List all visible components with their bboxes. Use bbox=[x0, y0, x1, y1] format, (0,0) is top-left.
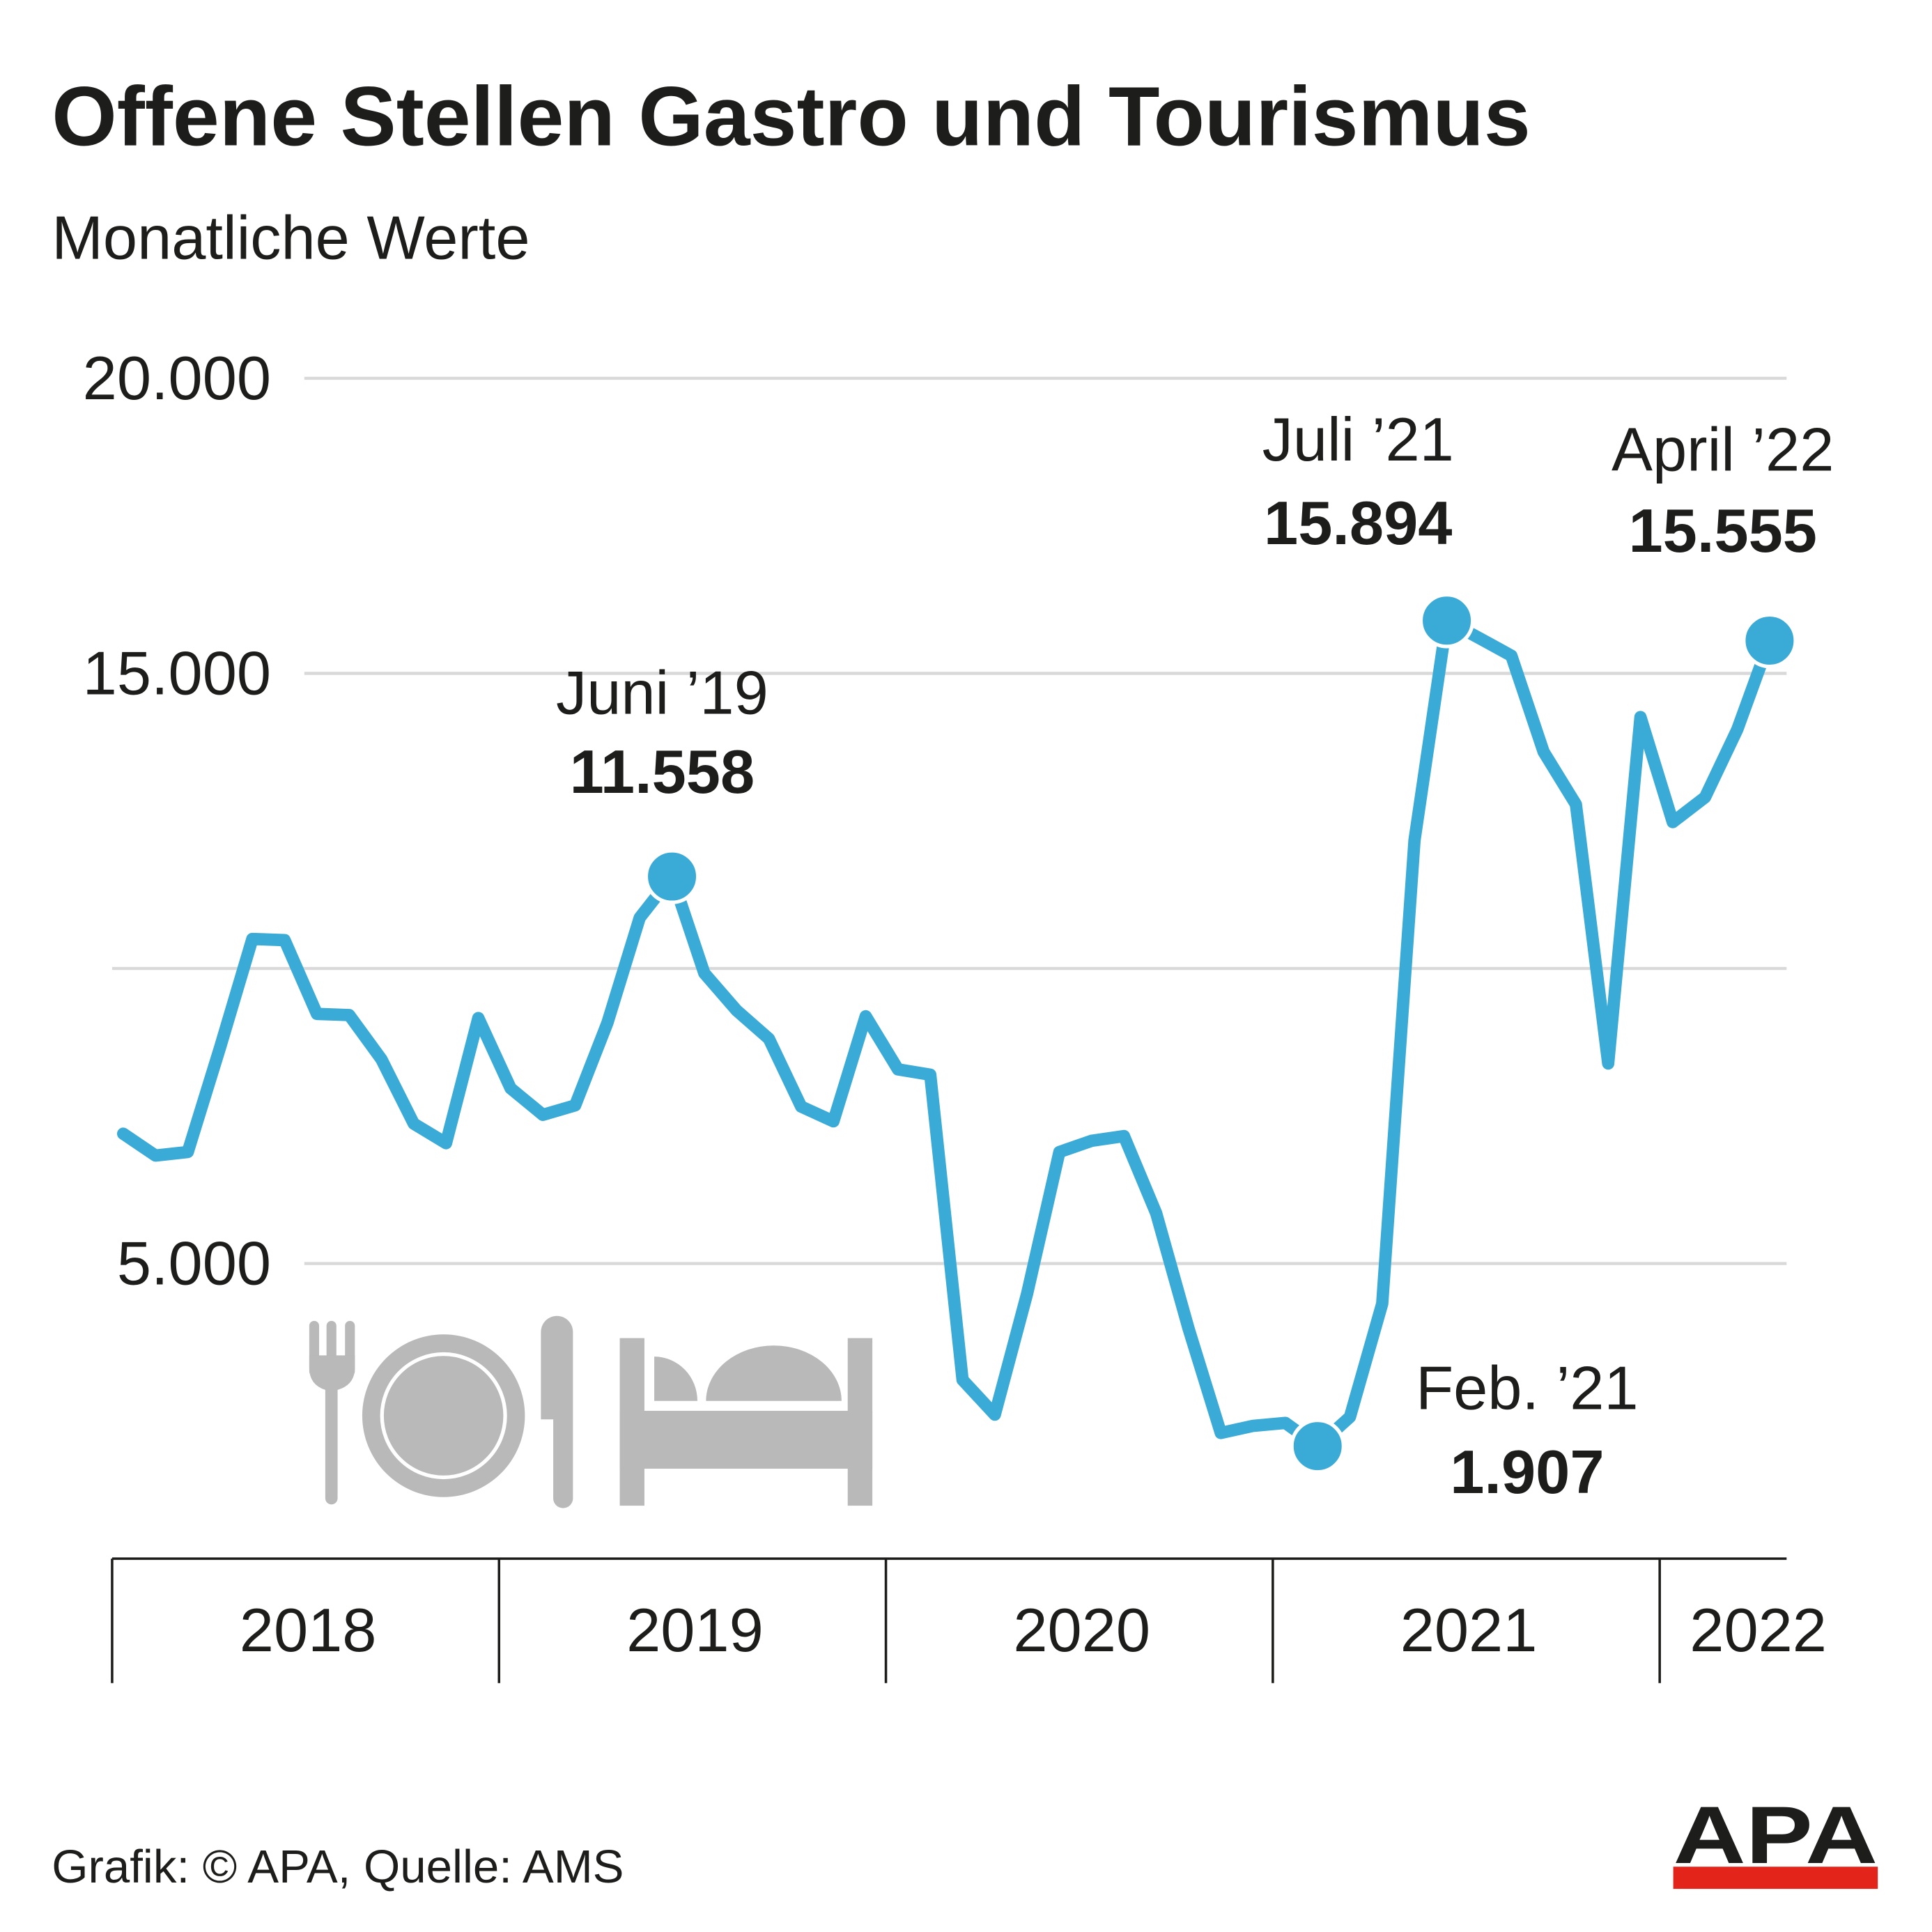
apa-logo: APA bbox=[1673, 1789, 1878, 1890]
bed-icon bbox=[619, 1338, 873, 1506]
data-points bbox=[644, 592, 1798, 1474]
annotation-label: Juni ’19 bbox=[556, 658, 768, 727]
series-line bbox=[117, 614, 1776, 1453]
x-axis: 2018 2019 2020 2021 2022 bbox=[111, 1557, 1827, 1683]
x-tick-label: 2021 bbox=[1400, 1595, 1538, 1664]
annotation-value: 15.555 bbox=[1629, 496, 1817, 565]
x-tick-label: 2022 bbox=[1690, 1595, 1827, 1664]
x-tick-label: 2019 bbox=[626, 1595, 764, 1664]
annotation-value: 15.894 bbox=[1264, 488, 1452, 557]
highlight-point bbox=[644, 849, 700, 904]
annotation-value: 11.558 bbox=[570, 737, 755, 806]
annotation-label: Juli ’21 bbox=[1262, 405, 1454, 474]
source-credit: Grafik: © APA, Quelle: AMS bbox=[52, 1841, 624, 1893]
x-tick-label: 2020 bbox=[1013, 1595, 1150, 1664]
highlight-point bbox=[1419, 592, 1475, 649]
chart-subtitle: Monatliche Werte bbox=[52, 203, 530, 272]
knife-icon bbox=[541, 1315, 573, 1508]
y-tick-label: 5.000 bbox=[117, 1229, 271, 1298]
annotations: Juni ’19 11.558 Feb. ’21 1.907 Juli ’21 15.89… bbox=[556, 405, 1834, 1506]
chart-title: Offene Stellen Gastro und Tourismus bbox=[52, 70, 1530, 164]
annotation-label: Feb. ’21 bbox=[1416, 1354, 1638, 1423]
annotation-value: 1.907 bbox=[1450, 1437, 1604, 1506]
annotation-label: April ’22 bbox=[1612, 415, 1834, 484]
y-tick-label: 20.000 bbox=[83, 343, 271, 412]
highlight-point bbox=[1742, 612, 1798, 669]
svg-text:APA: APA bbox=[1674, 1789, 1878, 1880]
fork-icon bbox=[309, 1320, 355, 1505]
y-tick-label: 15.000 bbox=[83, 639, 271, 708]
plate-icon bbox=[362, 1334, 525, 1497]
y-axis-ticks: 20.000 15.000 5.000 bbox=[83, 343, 271, 1298]
gridlines bbox=[111, 376, 1787, 1265]
highlight-point bbox=[1290, 1418, 1346, 1474]
restaurant-hotel-icon bbox=[309, 1315, 873, 1508]
x-tick-label: 2018 bbox=[240, 1595, 377, 1664]
